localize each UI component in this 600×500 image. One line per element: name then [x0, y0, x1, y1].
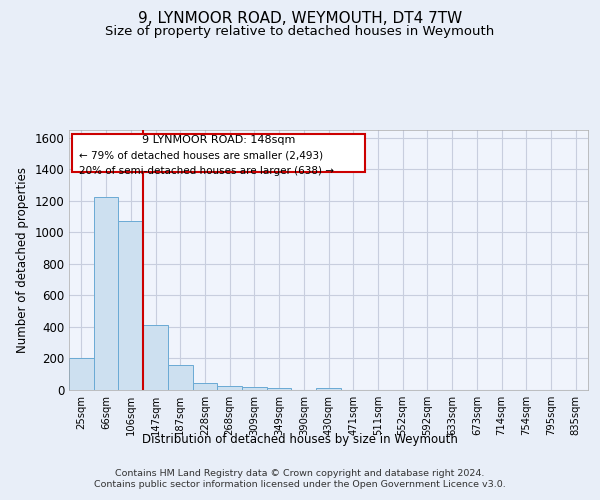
- Text: 9, LYNMOOR ROAD, WEYMOUTH, DT4 7TW: 9, LYNMOOR ROAD, WEYMOUTH, DT4 7TW: [138, 11, 462, 26]
- Bar: [168, 365, 193, 390]
- Bar: [242, 386, 267, 390]
- Text: Distribution of detached houses by size in Weymouth: Distribution of detached houses by size …: [142, 432, 458, 446]
- Bar: [267, 388, 292, 390]
- Text: ← 79% of detached houses are smaller (2,493): ← 79% of detached houses are smaller (2,…: [79, 151, 323, 161]
- Bar: [118, 220, 143, 390]
- Bar: [69, 358, 94, 390]
- Text: Size of property relative to detached houses in Weymouth: Size of property relative to detached ho…: [106, 25, 494, 38]
- FancyBboxPatch shape: [71, 134, 365, 172]
- Bar: [143, 326, 168, 390]
- Text: Contains public sector information licensed under the Open Government Licence v3: Contains public sector information licen…: [94, 480, 506, 489]
- Text: 20% of semi-detached houses are larger (638) →: 20% of semi-detached houses are larger (…: [79, 166, 334, 176]
- Y-axis label: Number of detached properties: Number of detached properties: [16, 167, 29, 353]
- Text: Contains HM Land Registry data © Crown copyright and database right 2024.: Contains HM Land Registry data © Crown c…: [115, 469, 485, 478]
- Text: 9 LYNMOOR ROAD: 148sqm: 9 LYNMOOR ROAD: 148sqm: [142, 135, 295, 145]
- Bar: [193, 383, 217, 390]
- Bar: [94, 197, 118, 390]
- Bar: [316, 388, 341, 390]
- Bar: [217, 386, 242, 390]
